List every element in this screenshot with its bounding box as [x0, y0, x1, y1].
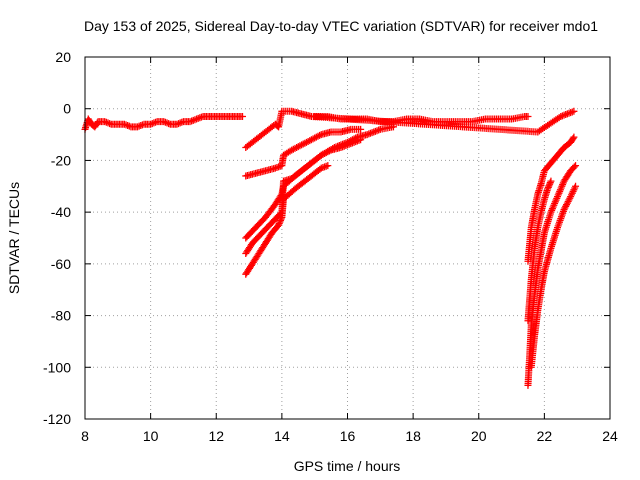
data-points: [81, 107, 580, 389]
data-point: [562, 202, 570, 210]
x-tick-label: 20: [471, 428, 487, 444]
x-tick-label: 16: [340, 428, 356, 444]
x-axis-label: GPS time / hours: [294, 458, 401, 474]
series-short-arcs: [242, 107, 578, 151]
series-baseline-morning: [81, 112, 246, 133]
y-tick-label: -120: [43, 411, 71, 427]
y-tick-label: -100: [43, 359, 71, 375]
series-track-a: [242, 125, 365, 180]
x-tick-label: 24: [602, 428, 618, 444]
y-tick-label: -60: [51, 256, 71, 272]
series-track-e: [524, 133, 578, 265]
data-point: [560, 206, 568, 214]
data-point: [324, 162, 332, 170]
chart-title: Day 153 of 2025, Sidereal Day-to-day VTE…: [84, 18, 598, 34]
data-point: [277, 215, 285, 223]
data-point: [566, 194, 574, 202]
x-tick-label: 22: [537, 428, 553, 444]
y-tick-labels: 20 0 -20 -40 -60 -80 -100 -120: [43, 49, 71, 427]
x-tick-label: 12: [208, 428, 224, 444]
y-tick-label: 20: [55, 49, 71, 65]
data-point: [564, 197, 572, 205]
data-point: [569, 134, 577, 142]
y-tick-label: 0: [63, 101, 71, 117]
data-point: [276, 218, 284, 226]
series-track-d: [242, 162, 332, 278]
data-point: [524, 112, 532, 120]
data-point: [565, 196, 573, 204]
x-tick-labels: 8 10 12 14 16 18 20 22 24: [81, 428, 618, 444]
x-tick-label: 8: [81, 428, 89, 444]
series-track-c: [242, 136, 365, 258]
data-point: [547, 177, 555, 185]
x-tick-label: 18: [405, 428, 421, 444]
data-point: [572, 162, 580, 170]
x-tick-label: 14: [274, 428, 290, 444]
series-track-f: [524, 177, 555, 325]
y-axis-label: SDTVAR / TECUs: [6, 182, 22, 294]
data-point: [563, 201, 571, 209]
data-point: [561, 204, 569, 212]
data-point: [544, 183, 552, 191]
data-point: [545, 182, 553, 190]
data-point: [546, 179, 554, 187]
data-point: [570, 163, 578, 171]
x-tick-label: 10: [143, 428, 159, 444]
data-point: [275, 220, 283, 228]
data-point: [316, 131, 324, 139]
data-point: [275, 221, 283, 229]
y-tick-label: -40: [51, 204, 71, 220]
axis-ticks: [84, 56, 611, 420]
data-point: [570, 133, 578, 141]
data-point: [389, 123, 397, 131]
data-point: [239, 112, 246, 120]
series-track-g: [524, 162, 580, 389]
data-point: [546, 180, 554, 188]
y-tick-label: -20: [51, 152, 71, 168]
series-track-h: [527, 182, 580, 371]
data-point: [325, 147, 333, 155]
data-point: [357, 136, 365, 144]
data-point: [570, 107, 578, 115]
y-tick-label: -80: [51, 308, 71, 324]
data-point: [544, 185, 552, 193]
data-point: [357, 125, 365, 133]
data-point: [277, 216, 285, 224]
data-point: [563, 199, 571, 207]
data-point: [572, 182, 580, 190]
